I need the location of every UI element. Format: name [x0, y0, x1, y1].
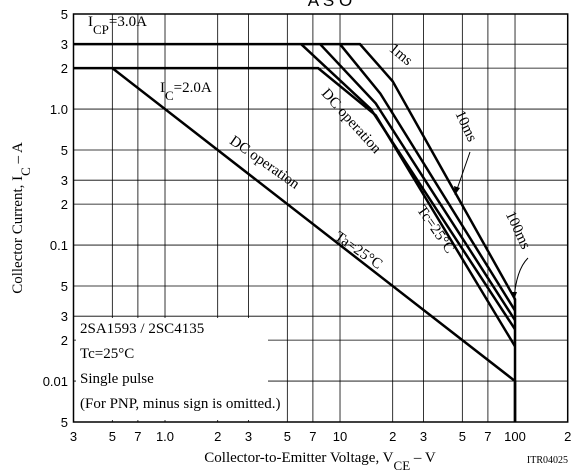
x-tick-label: 7 — [134, 429, 141, 444]
annotation-part: C — [165, 88, 174, 103]
annotation-part: I — [160, 80, 165, 96]
x-tick-label: 5 — [109, 429, 116, 444]
x-tick-label: 7 — [484, 429, 491, 444]
annotation: ICP=3.0A — [88, 14, 147, 37]
y-tick-label: 0.01 — [43, 374, 68, 389]
x-tick-label: 100 — [504, 429, 526, 444]
limit-line — [319, 43, 517, 321]
annotation: Ta=25°C — [331, 229, 385, 273]
y-tick-label: 3 — [61, 37, 68, 52]
note-line: Single pulse — [80, 371, 154, 387]
arrow-head — [511, 292, 517, 300]
figure-code: ITR04025 — [527, 455, 568, 466]
x-tick-label: 2 — [389, 429, 396, 444]
y-axis-label: Collector Current, IC – A — [10, 142, 33, 294]
note-line: Tc=25°C — [80, 346, 134, 362]
plot-frame — [72, 13, 569, 423]
y-tick-label: 2 — [61, 333, 68, 348]
y-tick-label: 0.1 — [50, 238, 68, 253]
x-axis-label-part: CE — [394, 458, 411, 472]
y-tick-label: 2 — [61, 197, 68, 212]
limit-line — [73, 42, 517, 422]
series-label: 1ms — [386, 41, 416, 69]
arrow-head — [454, 186, 460, 195]
x-axis-label: Collector-to-Emitter Voltage, VCE – V — [204, 450, 436, 472]
y-tick-label: 5 — [61, 7, 68, 22]
annotation-part: =2.0A — [174, 80, 212, 96]
chart-title: A S O — [308, 0, 352, 10]
y-tick-label: 3 — [61, 309, 68, 324]
y-tick-label: 3 — [61, 173, 68, 188]
y-axis-label-part: C — [18, 167, 33, 176]
x-tick-label: 2 — [564, 429, 571, 444]
limit-line — [73, 66, 517, 347]
limit-line — [111, 67, 517, 422]
y-tick-label: 2 — [61, 61, 68, 76]
y-axis-label-part: Collector Current, I — [10, 176, 26, 294]
y-tick-label: 5 — [61, 279, 68, 294]
series-label: 100ms — [502, 209, 533, 252]
annotation: IC=2.0A — [160, 80, 212, 103]
limit-line — [300, 43, 517, 331]
x-tick-label: 3 — [70, 429, 77, 444]
note-line: (For PNP, minus sign is omitted.) — [80, 396, 280, 412]
y-tick-label: 1.0 — [50, 102, 68, 117]
x-tick-label: 1.0 — [156, 429, 174, 444]
annotation-part: =3.0A — [109, 14, 147, 30]
annotation-part: I — [88, 14, 93, 30]
notes-box — [76, 318, 268, 420]
x-tick-label: 5 — [459, 429, 466, 444]
x-axis-label-part: Collector-to-Emitter Voltage, V — [204, 450, 393, 466]
y-tick-label: 5 — [61, 143, 68, 158]
note-line: 2SA1593 / 2SC4135 — [80, 321, 204, 337]
x-axis-label-part: – V — [410, 450, 436, 466]
annotation-part: CP — [93, 22, 109, 37]
y-axis-label-part: – A — [10, 142, 26, 167]
x-tick-label: 5 — [284, 429, 291, 444]
limit-line — [339, 43, 517, 312]
x-tick-label: 3 — [420, 429, 427, 444]
series-label: DC operation — [226, 133, 302, 193]
x-tick-label: 2 — [214, 429, 221, 444]
annotation-part: Ta=25°C — [331, 229, 385, 273]
y-tick-label: 5 — [61, 415, 68, 430]
x-tick-label: 3 — [245, 429, 252, 444]
series-label: 10ms — [452, 108, 480, 144]
x-tick-label: 10 — [333, 429, 347, 444]
x-tick-label: 7 — [309, 429, 316, 444]
